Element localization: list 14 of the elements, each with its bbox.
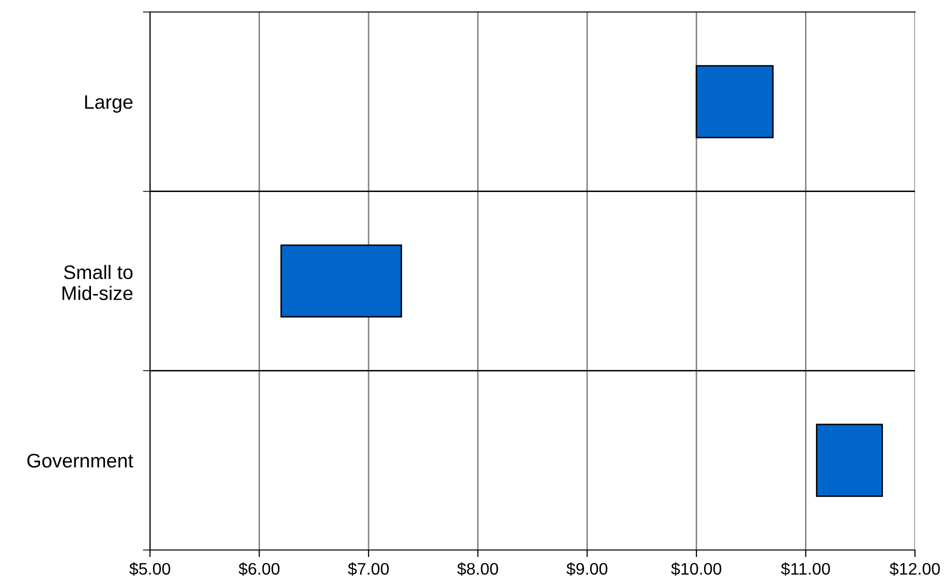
y-tick-label: Government (27, 454, 134, 468)
bar (696, 65, 774, 138)
bar (816, 424, 883, 497)
x-tick-label: $12.00 (890, 562, 940, 576)
x-tick-label: $6.00 (238, 562, 280, 576)
bar (280, 244, 402, 318)
x-tick-label: $11.00 (781, 562, 830, 576)
x-tick-label: $9.00 (566, 562, 608, 576)
x-tick-label: $10.00 (671, 562, 722, 576)
y-tick-label: Large (85, 95, 132, 113)
x-tick-label: $5.00 (129, 562, 170, 576)
x-tick-label: $7.00 (348, 562, 389, 576)
x-tick-label: $8.00 (457, 562, 498, 576)
y-tick-label: Small to Mid-size (62, 264, 133, 300)
